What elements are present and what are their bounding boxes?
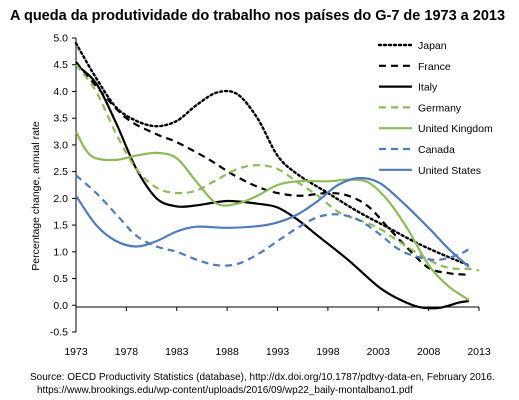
- x-tick-label: 2013: [467, 346, 491, 358]
- legend-label-united-kingdom: United Kingdom: [418, 123, 493, 135]
- y-tick-label: 2.0: [53, 193, 68, 205]
- legend-label-canada: Canada: [418, 144, 455, 156]
- y-tick-label: 0.0: [53, 300, 68, 312]
- chart-title: A queda da produtividade do trabalho nos…: [10, 8, 505, 24]
- x-tick-label: 1973: [64, 346, 88, 358]
- x-tick-label: 2008: [417, 346, 441, 358]
- x-tick-label: 1983: [165, 346, 189, 358]
- series-line-united-kingdom: [75, 130, 470, 301]
- legend-label-japan: Japan: [418, 40, 447, 52]
- y-tick-label: 2.5: [53, 166, 68, 178]
- series-line-united-states: [75, 176, 470, 268]
- x-axis-ticks: 1973 1978 1983 1988 1993 1998 2003 2008 2013: [64, 307, 491, 358]
- legend-label-france: France: [418, 61, 451, 73]
- series-line-japan: [74, 42, 471, 267]
- y-tick-label: 1.5: [53, 220, 68, 232]
- legend: Japan France Italy Germany United Kingdom Can…: [377, 40, 493, 177]
- y-tick-label: 4.5: [53, 59, 68, 71]
- series-line-germany: [75, 64, 480, 272]
- legend-label-italy: Italy: [418, 82, 438, 94]
- y-axis-ticks: -0.5 0.0 0.5 1.0 1.5 2.0 2.5 3.0 3.5 4.0 4.5 5.0: [50, 33, 76, 339]
- legend-label-germany: Germany: [418, 102, 462, 114]
- source-line-1: Source: OECD Productivity Statistics (da…: [30, 372, 495, 383]
- y-tick-label: -0.5: [50, 327, 68, 339]
- x-tick-label: 2003: [367, 346, 391, 358]
- y-tick-label: 5.0: [53, 33, 68, 45]
- y-tick-label: 3.0: [53, 139, 68, 151]
- y-tick-label: 3.5: [53, 113, 68, 125]
- x-tick-label: 1978: [115, 346, 139, 358]
- y-tick-label: 1.0: [53, 246, 68, 258]
- y-axis-label: Percentage change, annual rate: [30, 121, 42, 271]
- series-lines: [74, 42, 480, 310]
- legend-label-united-states: United States: [418, 165, 481, 177]
- x-tick-label: 1993: [266, 346, 290, 358]
- x-tick-label: 1998: [316, 346, 340, 358]
- series-line-france: [75, 61, 469, 276]
- source-line-2: https://www.brookings.edu/wp-content/upl…: [37, 385, 413, 396]
- y-tick-label: 4.0: [53, 86, 68, 98]
- x-tick-label: 1988: [215, 346, 239, 358]
- y-tick-label: 0.5: [53, 273, 68, 285]
